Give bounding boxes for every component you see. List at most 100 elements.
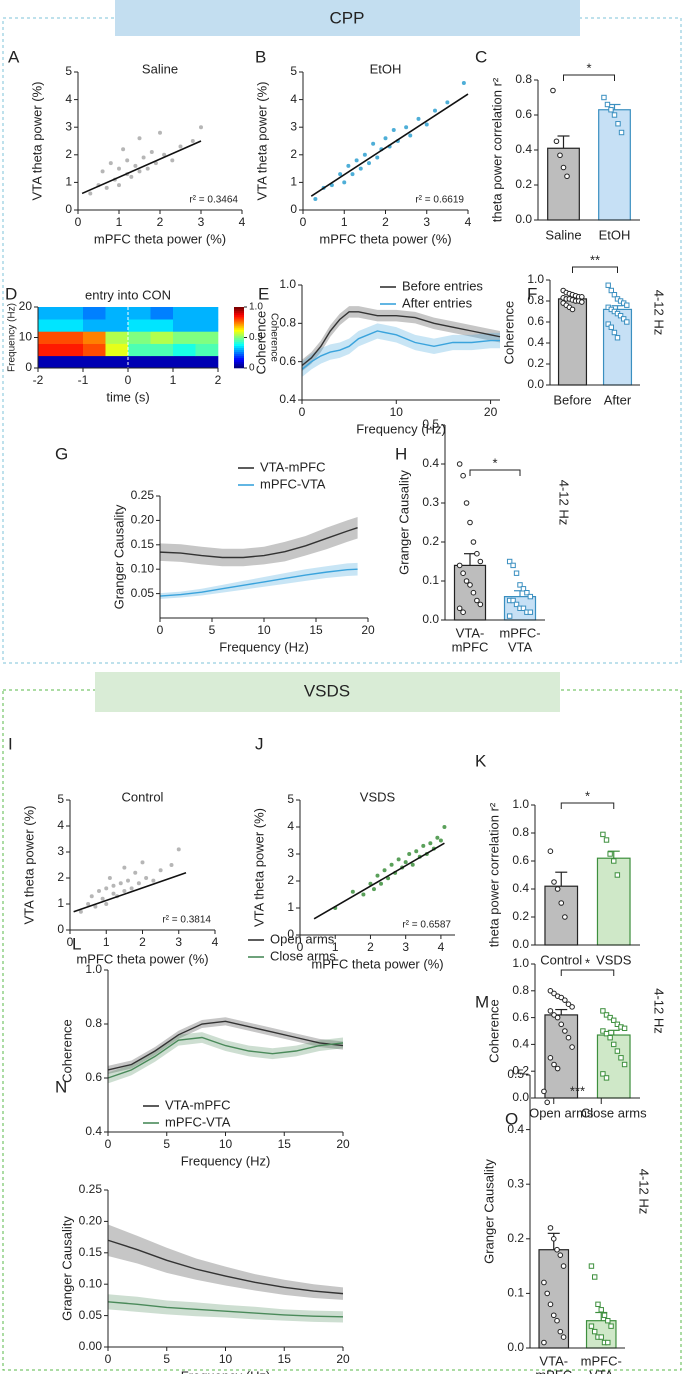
x-tick-label: 1 [103, 935, 110, 949]
heatmap-cell [60, 307, 84, 320]
panel-letter: K [475, 751, 487, 770]
point [414, 849, 419, 854]
x-tick-label: 20 [361, 623, 375, 637]
point [371, 887, 376, 892]
y-axis-label: Granger Causality [59, 1216, 74, 1321]
x-tick-label: 3 [175, 935, 182, 949]
x-tick-label: VTA- [456, 625, 485, 640]
x-tick-label: Control [540, 952, 582, 967]
point [592, 1274, 598, 1280]
point [104, 902, 109, 906]
x-axis-label: mPFC theta power (%) [319, 231, 451, 246]
y-tick-label: 0.05 [79, 1308, 103, 1322]
significance-bracket [560, 802, 615, 809]
point [375, 155, 380, 160]
line [159, 527, 358, 559]
significance-bracket [560, 969, 615, 976]
point [547, 1225, 554, 1231]
significance: * [586, 60, 591, 75]
panel-letter: B [255, 47, 266, 66]
x-tick-label: mPFC [452, 639, 489, 654]
error-band [108, 1224, 343, 1300]
x-tick-label: mPFC- [581, 1353, 622, 1368]
significance: *** [570, 1083, 585, 1098]
point [621, 1061, 628, 1068]
y-tick-label: 3 [287, 846, 294, 860]
x-axis-label: mPFC theta power (%) [311, 956, 443, 971]
y-tick-label: 0.4 [512, 1037, 529, 1051]
point [621, 1025, 628, 1032]
point [557, 152, 563, 159]
point [592, 1328, 598, 1335]
y-tick-label: 0.2 [512, 909, 529, 923]
point [520, 586, 527, 592]
fit-line [313, 842, 445, 920]
point [379, 881, 384, 886]
x-tick-label: 2 [215, 373, 222, 387]
colorbar [234, 321, 244, 324]
y-tick-label: 0 [287, 927, 294, 941]
y-axis-label: Granger Causality [111, 504, 126, 609]
y-tick-label: 0.1 [507, 1286, 524, 1300]
heatmap-cell [60, 319, 84, 332]
point [408, 133, 413, 138]
x-tick-label: 0 [157, 623, 164, 637]
point [111, 891, 116, 896]
x-tick-label: 4 [212, 935, 219, 949]
panel-letter: A [8, 47, 20, 66]
chart-title: entry into CON [85, 287, 171, 302]
point [433, 108, 437, 113]
point [579, 299, 585, 305]
point [527, 593, 534, 600]
point [605, 282, 611, 288]
point [510, 597, 516, 604]
y-tick-label: 0.2 [512, 1063, 529, 1077]
error-band [160, 516, 358, 567]
heatmap-cell [38, 307, 61, 320]
point [603, 837, 610, 843]
point [554, 1014, 561, 1021]
point [78, 909, 83, 914]
y-tick-label: 0.00 [79, 1339, 103, 1353]
annotation: r² = 0.6587 [402, 920, 451, 931]
point [551, 990, 557, 997]
colorbar-title: Coherence [268, 313, 279, 362]
y-axis-label: Granger Causality [481, 1159, 496, 1264]
x-tick-label: 1 [332, 940, 339, 954]
y-tick-label: 0.8 [527, 293, 544, 307]
chart-title: Control [122, 789, 164, 804]
x-tick-label: Close arms [581, 1105, 647, 1120]
x-axis-label: Frequency (Hz) [356, 421, 446, 436]
significance-bracket [469, 469, 521, 476]
y-tick-label: 0.2 [507, 1231, 524, 1245]
significance: ** [590, 252, 600, 267]
y-tick-label: 1 [290, 175, 297, 189]
x-tick-label: 0 [125, 373, 132, 387]
x-tick-label: EtOH [599, 227, 631, 242]
point [470, 589, 477, 596]
point [553, 138, 560, 145]
colorbar-label: 0 [249, 363, 255, 374]
point [104, 185, 109, 190]
colorbar [234, 315, 244, 318]
heatmap-cell [105, 319, 129, 332]
y-tick-label: 4 [65, 92, 72, 106]
note: 4-12 Hz [652, 988, 667, 1034]
colorbar [234, 355, 244, 359]
panel-letter: G [55, 444, 68, 463]
bar [547, 147, 580, 221]
colorbar [234, 341, 244, 344]
x-tick-label: 15 [309, 623, 323, 637]
heatmap-cell [173, 355, 196, 369]
point [608, 324, 614, 330]
point [382, 868, 387, 873]
significance: * [492, 455, 497, 470]
legend-label: mPFC-VTA [165, 1114, 231, 1129]
x-tick-label: 3 [402, 940, 409, 954]
point [551, 1061, 557, 1068]
annotation: r² = 0.3464 [189, 195, 238, 206]
colorbar [234, 325, 244, 328]
y-tick-label: 0.4 [527, 335, 544, 349]
y-tick-label: 0.2 [527, 356, 544, 370]
y-axis-label: theta power correlation r² [486, 802, 501, 947]
